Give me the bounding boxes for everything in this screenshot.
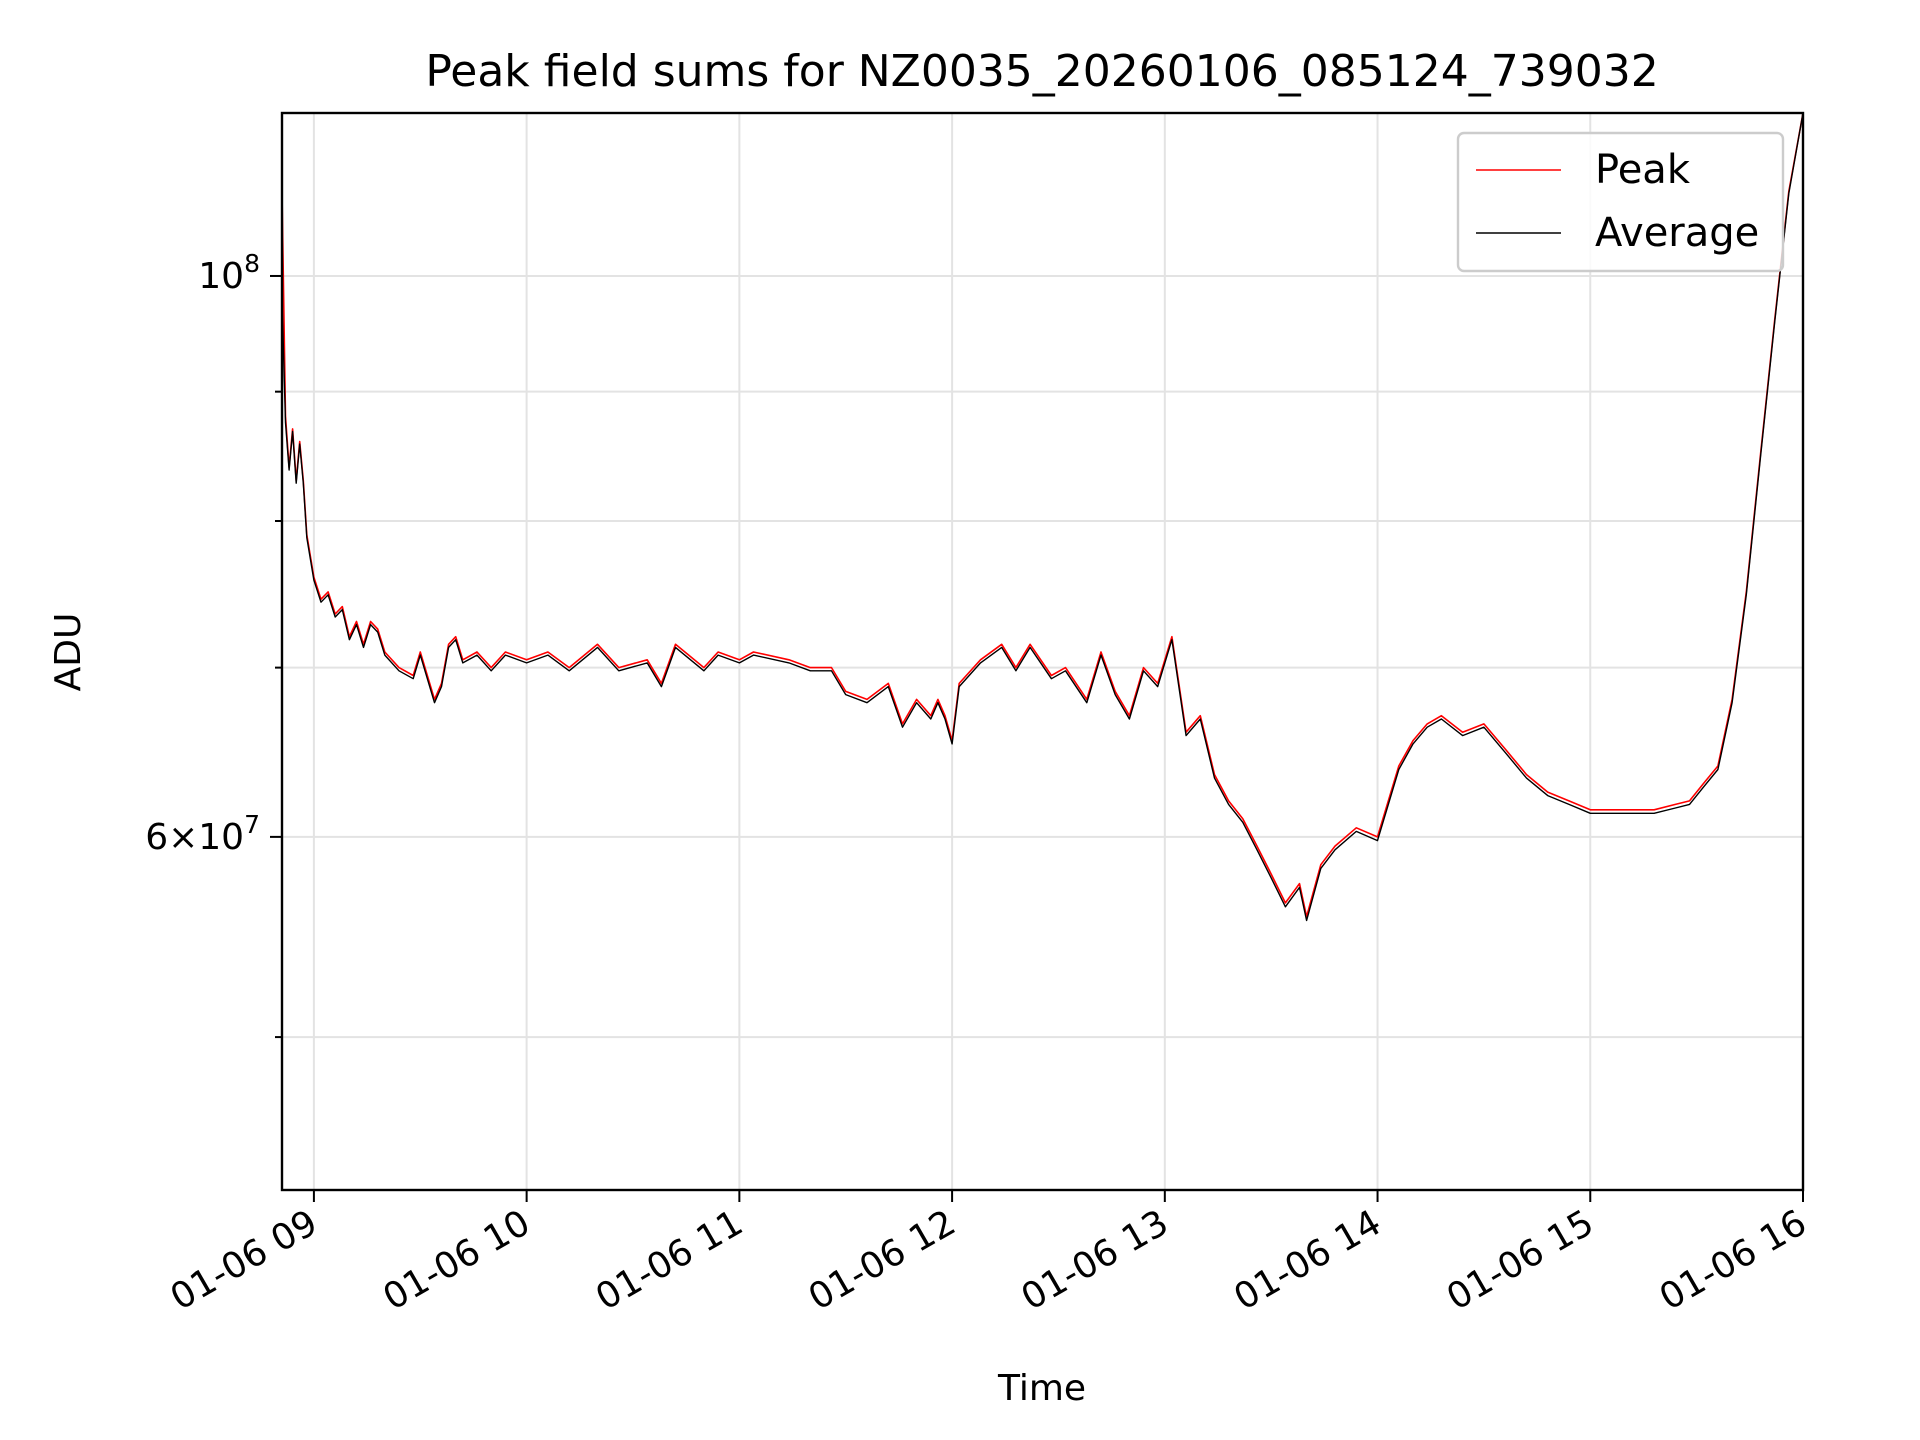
x-axis-label: Time xyxy=(997,1368,1086,1409)
plot-frame xyxy=(280,111,1805,1192)
series-line-peak xyxy=(282,113,1803,918)
chart-title: Peak field sums for NZ0035_20260106_0851… xyxy=(425,46,1658,97)
y-axis-label: ADU xyxy=(48,613,89,692)
series-lines xyxy=(282,113,1803,922)
series-line-average xyxy=(282,113,1803,922)
y-tick-label: 108 xyxy=(198,249,260,297)
legend-peak-label: Peak xyxy=(1595,147,1691,193)
legend-average-label: Average xyxy=(1595,210,1759,256)
y-axis-ticks: 108 6×107 xyxy=(145,249,282,1039)
legend: Peak Average xyxy=(1456,131,1785,273)
legend-box xyxy=(1456,131,1785,273)
y-tick-label: 6×107 xyxy=(145,810,260,858)
